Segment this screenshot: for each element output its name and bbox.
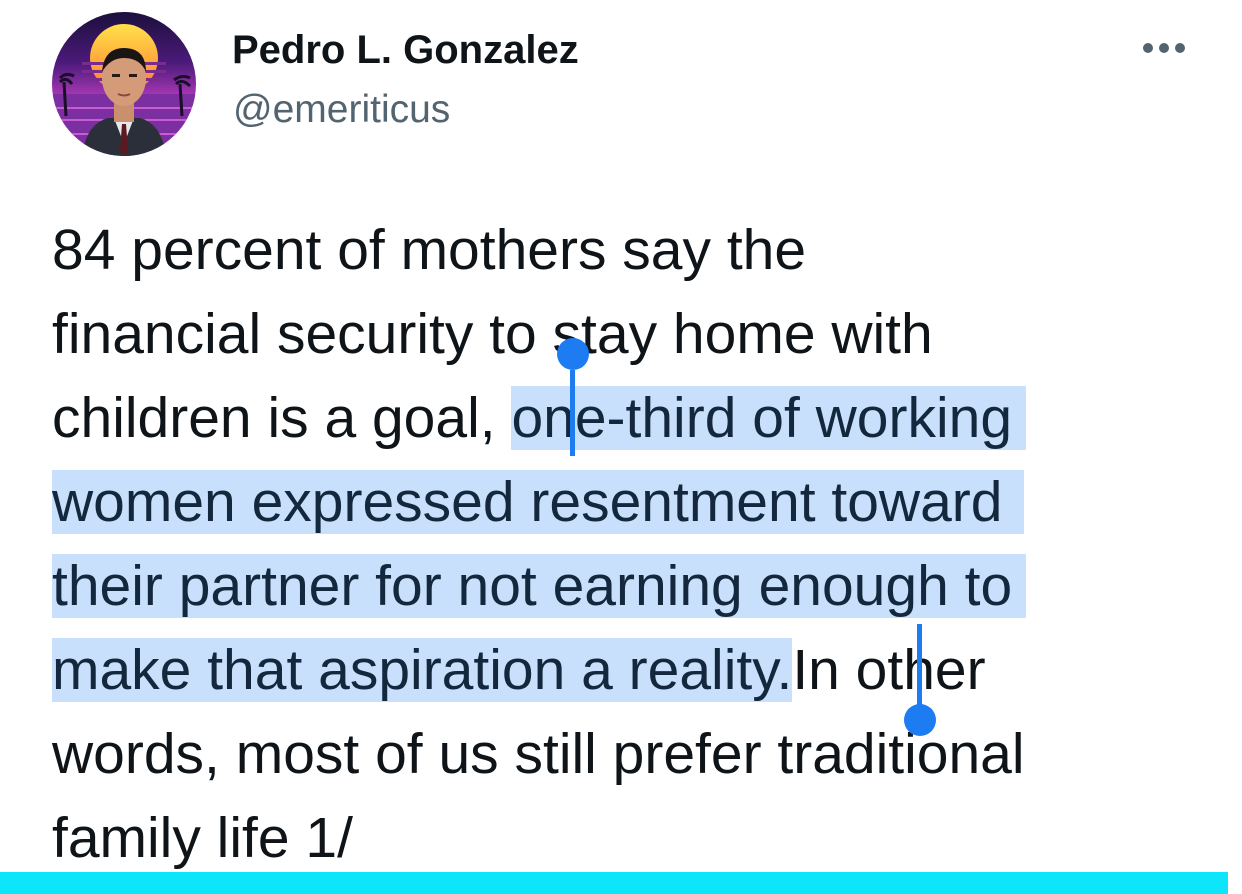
tweet-text-line: financial security to stay home with (52, 292, 933, 376)
tweet-text-line: women expressed resentment toward (52, 460, 1025, 544)
author-avatar[interactable] (52, 12, 196, 156)
selection-start-caret (570, 370, 575, 456)
tweet-text-line: words, most of us still prefer tradition… (52, 712, 1025, 796)
tweet-text-line: family life 1/ (52, 796, 353, 880)
text-segment: family life 1/ (52, 806, 353, 870)
selected-text: their partner for not earning enough to (52, 554, 1027, 618)
more-options-button[interactable] (1128, 28, 1200, 68)
selected-text: make that aspiration a reality. (52, 638, 793, 702)
text-segment: In other (792, 638, 986, 702)
text-segment: children is a goal, (52, 386, 512, 450)
text-segment: words, most of us still prefer tradition… (52, 722, 1025, 786)
selected-text: women expressed resentment toward (52, 470, 1025, 534)
selection-end-caret (917, 624, 922, 710)
selected-text: one-third of working (511, 386, 1027, 450)
author-display-name[interactable]: Pedro L. Gonzalez (232, 28, 579, 72)
tweet-text-line: make that aspiration a reality.In other (52, 628, 986, 712)
selection-start-handle[interactable] (557, 338, 589, 370)
ellipsis-horizontal-icon (1143, 43, 1185, 53)
tweet-text-line: 84 percent of mothers say the (52, 208, 806, 292)
avatar-photo-icon (52, 12, 196, 156)
selection-end-handle[interactable] (904, 704, 936, 736)
text-segment: 84 percent of mothers say the (52, 218, 807, 282)
tweet-text-line: their partner for not earning enough to (52, 544, 1027, 628)
author-handle[interactable]: @emeriticus (233, 88, 451, 131)
tweet-text-line: children is a goal, one-third of working (52, 376, 1027, 460)
bottom-highlight-bar (0, 872, 1228, 894)
text-segment: financial security to stay home with (52, 302, 933, 366)
